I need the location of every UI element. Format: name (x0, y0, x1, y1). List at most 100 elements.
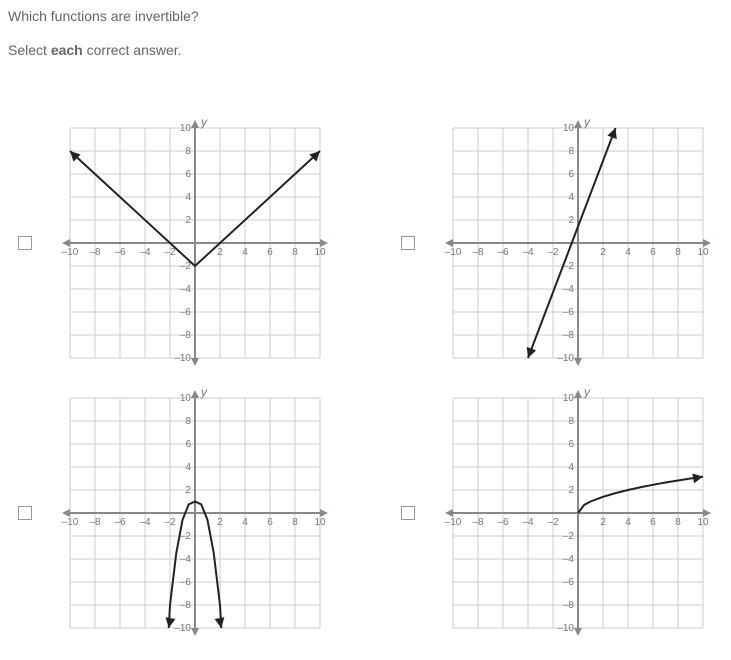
svg-text:–6: –6 (180, 577, 192, 588)
checkbox-b[interactable] (401, 236, 415, 250)
svg-text:–4: –4 (180, 554, 192, 565)
svg-text:y: y (583, 388, 591, 399)
svg-text:8: 8 (568, 416, 574, 427)
svg-text:6: 6 (650, 517, 656, 528)
options-grid: –10–8–6–4–2246810–10–8–6–4–2246810xy –10… (8, 118, 723, 638)
svg-text:–4: –4 (139, 247, 151, 258)
svg-text:–4: –4 (139, 517, 151, 528)
option-a: –10–8–6–4–2246810–10–8–6–4–2246810xy (18, 118, 341, 368)
svg-text:8: 8 (185, 416, 191, 427)
svg-text:–2: –2 (547, 247, 559, 258)
svg-text:–6: –6 (114, 247, 126, 258)
svg-text:–8: –8 (472, 517, 484, 528)
checkbox-d[interactable] (401, 506, 415, 520)
svg-text:10: 10 (180, 393, 192, 404)
svg-text:4: 4 (242, 247, 248, 258)
svg-text:10: 10 (180, 123, 192, 134)
svg-text:2: 2 (217, 517, 223, 528)
svg-text:10: 10 (314, 247, 326, 258)
svg-text:x: x (712, 496, 713, 510)
svg-text:–8: –8 (472, 247, 484, 258)
svg-text:x: x (712, 226, 713, 240)
svg-text:–2: –2 (164, 517, 176, 528)
checkbox-a[interactable] (18, 236, 32, 250)
svg-text:2: 2 (568, 215, 574, 226)
svg-text:–6: –6 (497, 517, 509, 528)
svg-text:y: y (583, 118, 591, 129)
svg-text:10: 10 (562, 123, 574, 134)
chart-c: –10–8–6–4–2246810–10–8–6–4–2246810xy (40, 388, 330, 638)
svg-text:6: 6 (267, 517, 273, 528)
svg-text:8: 8 (675, 247, 681, 258)
svg-text:2: 2 (185, 215, 191, 226)
svg-text:y: y (200, 388, 208, 399)
svg-text:–8: –8 (180, 600, 192, 611)
chart-d: –10–8–6–4–2246810–10–8–6–4–2246810xy (423, 388, 713, 638)
svg-text:4: 4 (625, 517, 631, 528)
svg-text:6: 6 (568, 169, 574, 180)
svg-text:8: 8 (568, 146, 574, 157)
svg-text:10: 10 (314, 517, 326, 528)
svg-text:6: 6 (568, 439, 574, 450)
svg-text:8: 8 (292, 247, 298, 258)
chart-b: –10–8–6–4–2246810–10–8–6–4–2246810xy (423, 118, 713, 368)
svg-text:–10: –10 (444, 247, 461, 258)
svg-text:–4: –4 (562, 554, 574, 565)
svg-text:4: 4 (568, 462, 574, 473)
option-d: –10–8–6–4–2246810–10–8–6–4–2246810xy (401, 388, 724, 638)
svg-text:8: 8 (292, 517, 298, 528)
instruction-bold: each (51, 42, 83, 58)
svg-text:8: 8 (185, 146, 191, 157)
svg-text:–6: –6 (114, 517, 126, 528)
svg-text:–2: –2 (180, 531, 192, 542)
svg-text:–10: –10 (557, 623, 574, 634)
svg-text:2: 2 (600, 247, 606, 258)
svg-text:–8: –8 (562, 600, 574, 611)
question-text: Which functions are invertible? (8, 8, 723, 24)
svg-text:–4: –4 (522, 247, 534, 258)
svg-text:x: x (329, 226, 330, 240)
instruction-prefix: Select (8, 42, 51, 58)
svg-text:–4: –4 (562, 284, 574, 295)
svg-text:6: 6 (267, 247, 273, 258)
svg-text:6: 6 (185, 439, 191, 450)
option-b: –10–8–6–4–2246810–10–8–6–4–2246810xy (401, 118, 724, 368)
svg-text:–4: –4 (180, 284, 192, 295)
svg-text:2: 2 (600, 517, 606, 528)
checkbox-c[interactable] (18, 506, 32, 520)
svg-text:x: x (329, 496, 330, 510)
svg-text:y: y (200, 118, 208, 129)
svg-text:6: 6 (650, 247, 656, 258)
svg-text:–8: –8 (562, 330, 574, 341)
svg-text:–10: –10 (174, 353, 191, 364)
svg-text:–8: –8 (89, 517, 101, 528)
svg-text:–6: –6 (562, 577, 574, 588)
svg-text:2: 2 (568, 485, 574, 496)
svg-text:2: 2 (217, 247, 223, 258)
svg-text:4: 4 (242, 517, 248, 528)
svg-text:10: 10 (697, 247, 709, 258)
svg-text:–2: –2 (164, 247, 176, 258)
svg-text:–2: –2 (562, 531, 574, 542)
svg-text:–2: –2 (180, 261, 192, 272)
svg-text:–8: –8 (89, 247, 101, 258)
svg-text:4: 4 (185, 462, 191, 473)
svg-text:–6: –6 (497, 247, 509, 258)
svg-text:–10: –10 (62, 247, 79, 258)
svg-text:–6: –6 (562, 307, 574, 318)
svg-text:4: 4 (568, 192, 574, 203)
svg-text:2: 2 (185, 485, 191, 496)
svg-text:–10: –10 (557, 353, 574, 364)
svg-text:4: 4 (185, 192, 191, 203)
svg-text:–10: –10 (174, 623, 191, 634)
svg-text:–10: –10 (444, 517, 461, 528)
svg-text:6: 6 (185, 169, 191, 180)
svg-text:–8: –8 (180, 330, 192, 341)
svg-text:–6: –6 (180, 307, 192, 318)
svg-text:10: 10 (697, 517, 709, 528)
svg-text:–4: –4 (522, 517, 534, 528)
instruction-text: Select each correct answer. (8, 42, 723, 58)
svg-text:8: 8 (675, 517, 681, 528)
svg-text:10: 10 (562, 393, 574, 404)
svg-text:–2: –2 (547, 517, 559, 528)
